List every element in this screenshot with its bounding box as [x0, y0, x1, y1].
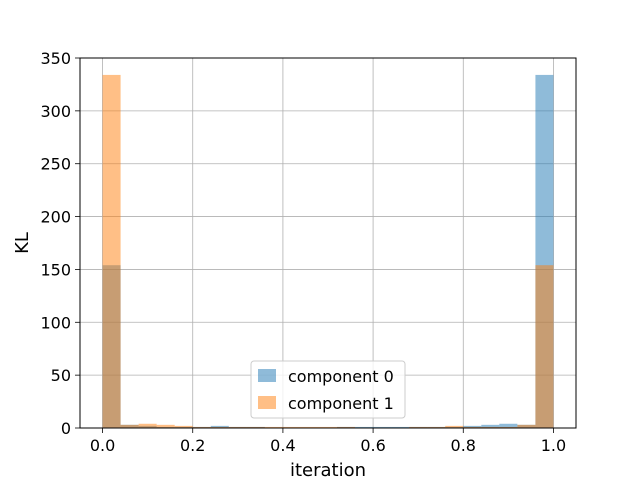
bar-component-1	[138, 423, 157, 428]
x-tick-label: 0.4	[270, 436, 295, 455]
bar-component-1	[445, 425, 464, 428]
legend: component 0 component 1	[250, 360, 406, 419]
bar-component-0	[373, 426, 392, 428]
y-tick-label: 150	[40, 260, 71, 279]
bar-component-1	[102, 74, 121, 429]
legend-swatch-component-0	[258, 369, 276, 382]
bar-component-1	[499, 426, 518, 428]
bars	[102, 74, 554, 429]
bar-component-1	[282, 426, 301, 428]
bar-component-0	[355, 426, 374, 428]
x-tick-label: 0.8	[451, 436, 476, 455]
bar-component-1	[409, 426, 428, 428]
bar-component-1	[535, 265, 554, 428]
y-tick-label: 250	[40, 155, 71, 174]
bar-component-0	[391, 426, 410, 428]
bar-component-1	[264, 426, 283, 428]
bar-component-1	[300, 426, 319, 428]
plot-area: 0.0 0.2 0.4 0.6 0.8 1.0 0 50 100 150 200 250 300 350	[40, 49, 577, 455]
x-tick-label: 0.6	[360, 436, 385, 455]
bar-component-1	[246, 426, 265, 428]
x-axis-label: iteration	[290, 460, 366, 480]
x-tick-label: 1.0	[541, 436, 566, 455]
y-axis-label: KL	[12, 232, 33, 254]
y-tick-label: 350	[40, 49, 71, 68]
y-tick-label: 100	[40, 313, 71, 332]
bar-component-1	[517, 424, 536, 428]
y-tick-label: 200	[40, 208, 71, 227]
legend-label-component-1: component 1	[288, 394, 394, 413]
bar-component-1	[156, 424, 175, 428]
bar-component-1	[120, 424, 139, 428]
bar-component-1	[427, 426, 446, 428]
bar-component-1	[481, 426, 500, 428]
bar-component-0	[481, 424, 500, 428]
legend-label-component-0: component 0	[288, 367, 394, 386]
bar-component-1	[210, 426, 229, 428]
bar-component-1	[318, 426, 338, 428]
x-tick-label: 0.2	[180, 436, 205, 455]
legend-box	[250, 360, 406, 419]
y-tick-label: 300	[40, 102, 71, 121]
bar-component-1	[228, 426, 247, 428]
axes-frame	[79, 57, 577, 429]
axis-ticks: 0.0 0.2 0.4 0.6 0.8 1.0 0 50 100 150 200 250 300 350	[40, 49, 566, 455]
y-tick-label: 0	[61, 419, 71, 438]
bar-component-1	[463, 426, 482, 428]
legend-swatch-component-1	[258, 396, 276, 409]
bar-component-1	[192, 426, 211, 428]
y-tick-label: 50	[51, 366, 71, 385]
bar-component-1	[174, 425, 193, 428]
bar-component-1	[337, 426, 356, 428]
bar-component-0	[499, 423, 518, 428]
x-tick-label: 0.0	[90, 436, 115, 455]
